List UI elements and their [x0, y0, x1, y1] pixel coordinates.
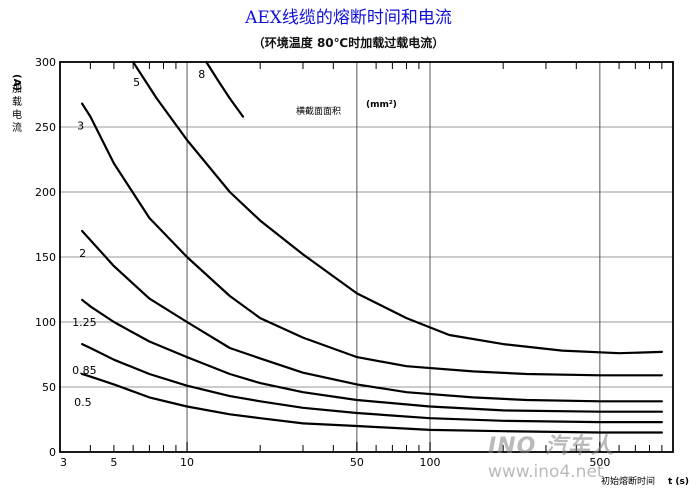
watermark: INO 汽车人 www.ino4.net [488, 428, 614, 482]
y-tick-label: 0 [49, 446, 56, 459]
x-tick-label: 50 [350, 456, 364, 469]
y-axis-unit: (A) [11, 74, 22, 91]
y-tick-label: 50 [42, 381, 56, 394]
y-axis-label: 加载电流 [12, 83, 22, 134]
series-label: 5 [133, 76, 140, 89]
series-lines: 8 5 3 2 1.25 0.85 0.5 [72, 60, 663, 434]
series-line-2 [81, 102, 663, 377]
chart-subtitle: （环境温度 80℃时加载过载电流） [252, 36, 445, 50]
series-label: 0.5 [74, 396, 92, 409]
annotation-label: 横截面面积 [296, 105, 341, 117]
series-label: 8 [198, 68, 205, 81]
tick-labels: 0 50 100 150 200 250 300 3 5 10 50 100 500 [35, 56, 610, 469]
x-tick-label: 10 [180, 456, 194, 469]
y-tick-label: 300 [35, 56, 56, 69]
y-tick-label: 100 [35, 316, 56, 329]
series-line-5 [81, 343, 663, 424]
plot-frame [59, 61, 674, 453]
series-line-6 [81, 372, 663, 434]
x-tick-label: 3 [60, 456, 67, 469]
watermark-url: www.ino4.net [488, 462, 604, 482]
series-line-1 [132, 60, 663, 355]
y-tick-label: 150 [35, 251, 56, 264]
series-line-0 [205, 60, 245, 118]
x-axis-label: 初始熔断时间 [601, 475, 655, 487]
series-line-3 [81, 229, 663, 403]
y-axis-label-char: 流 [12, 121, 22, 134]
y-axis-label-char: 加 [12, 83, 22, 95]
y-axis-label-char: 载 [12, 96, 22, 108]
watermark-brand: INO 汽车人 [488, 434, 614, 459]
series-label: 2 [79, 247, 86, 260]
y-tick-label: 200 [35, 186, 56, 199]
series-label: 1.25 [72, 316, 97, 329]
x-tick-label: 100 [420, 456, 441, 469]
y-tick-label: 250 [35, 121, 56, 134]
x-tick-label: 5 [110, 456, 117, 469]
grid-lines [60, 62, 673, 452]
chart-title: AEX线缆的熔断时间和电流 [245, 8, 452, 28]
series-label: 3 [77, 120, 84, 133]
x-tick-label: 500 [589, 456, 610, 469]
y-axis-label-char: 电 [12, 108, 22, 121]
series-label: 0.85 [72, 364, 97, 377]
series-line-4 [81, 298, 663, 413]
x-axis-unit: t (s) [668, 477, 689, 487]
annotation-unit: (mm²) [366, 100, 397, 110]
